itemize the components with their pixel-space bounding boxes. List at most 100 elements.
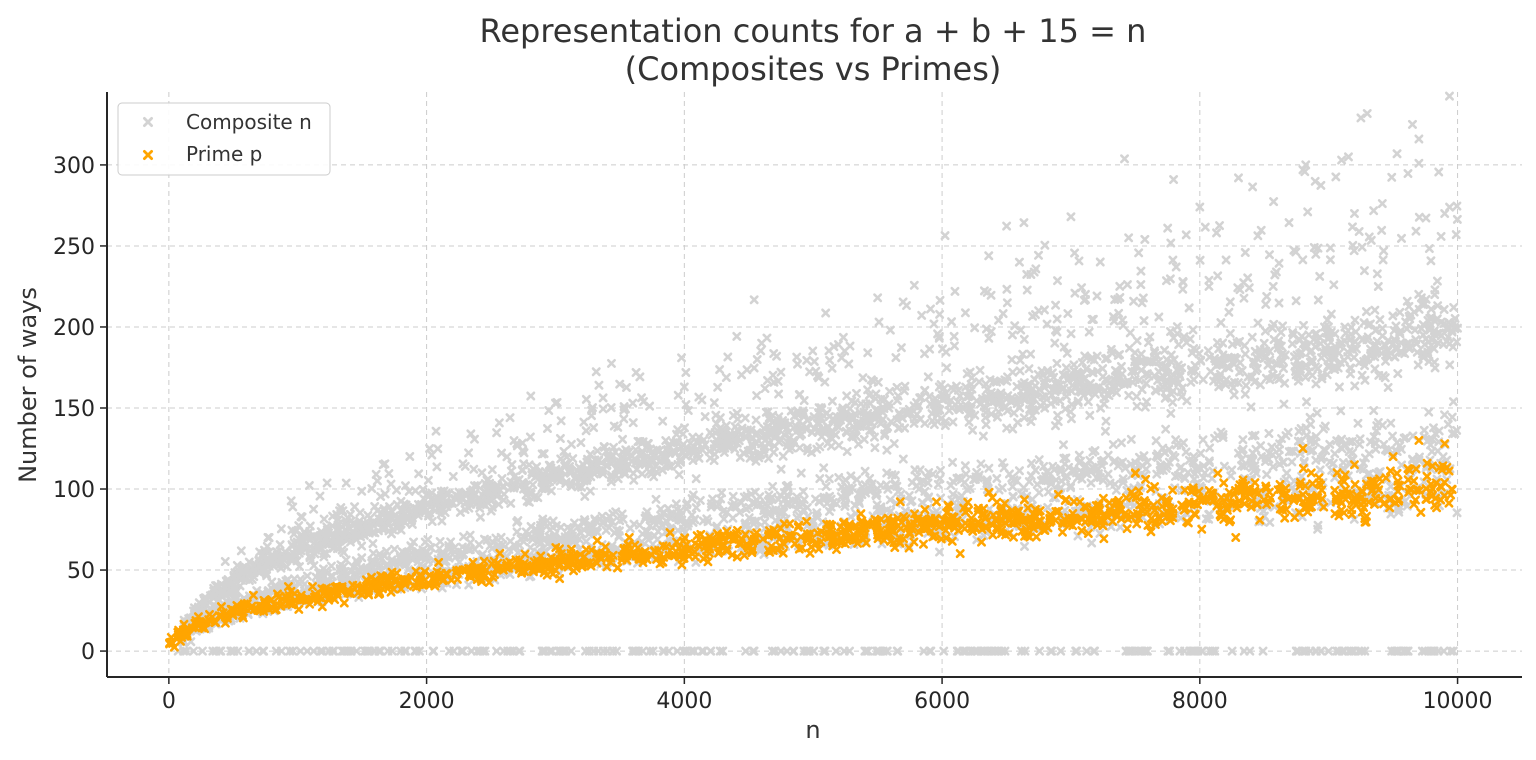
composite-point <box>1120 154 1130 164</box>
composite-point <box>593 646 603 656</box>
composite-point <box>799 396 809 406</box>
composite-point <box>1141 378 1151 388</box>
composite-point <box>1066 414 1076 424</box>
composite-point <box>1126 434 1136 444</box>
composite-point <box>834 473 844 483</box>
composite-point <box>1379 246 1389 256</box>
composite-point <box>882 646 892 656</box>
composite-point <box>1210 646 1220 656</box>
composite-point <box>1188 325 1198 335</box>
composite-point <box>728 491 738 501</box>
composite-point <box>752 391 762 401</box>
composite-point <box>329 646 339 656</box>
composite-point <box>715 365 725 375</box>
composite-point <box>1166 238 1176 248</box>
composite-point <box>1373 281 1383 291</box>
composite-point <box>1115 522 1125 532</box>
composite-point <box>980 646 990 656</box>
composite-point <box>1198 375 1208 385</box>
composite-point <box>1298 255 1308 265</box>
composite-point <box>512 527 522 537</box>
composite-point <box>435 537 445 547</box>
composite-point <box>1264 250 1274 260</box>
composite-point <box>1377 199 1387 209</box>
composite-point <box>819 463 829 473</box>
composite-point <box>350 502 360 512</box>
composite-point <box>889 439 899 449</box>
composite-point <box>1377 225 1387 235</box>
composite-point <box>554 646 564 656</box>
composite-point <box>1248 182 1258 192</box>
composite-point <box>621 382 631 392</box>
composite-point <box>1279 363 1289 373</box>
composite-point <box>1013 417 1023 427</box>
composite-point <box>1430 285 1440 295</box>
prime-point <box>1392 468 1402 478</box>
composite-point <box>1042 319 1052 329</box>
composite-point <box>976 459 986 469</box>
composite-point <box>1240 349 1250 359</box>
composite-point <box>383 646 393 656</box>
composite-point <box>1287 339 1297 349</box>
composite-point <box>1297 646 1307 656</box>
composite-point <box>772 351 782 361</box>
composite-point <box>309 504 319 514</box>
composite-point <box>252 646 262 656</box>
composite-point <box>1213 271 1223 281</box>
composite-point <box>1066 212 1076 222</box>
composite-point <box>760 384 770 394</box>
composite-point <box>756 346 766 356</box>
composite-point <box>1407 119 1417 129</box>
composite-point <box>519 459 529 469</box>
composite-point <box>1299 320 1309 330</box>
composite-point <box>368 548 378 558</box>
composite-point <box>1077 283 1087 293</box>
composite-point <box>1200 222 1210 232</box>
composite-point <box>580 491 590 501</box>
composite-point <box>1288 328 1298 338</box>
composite-point <box>1448 397 1458 407</box>
composite-point <box>1014 257 1024 267</box>
composite-point <box>990 646 1000 656</box>
prime-point <box>955 549 965 559</box>
composite-point <box>821 308 831 318</box>
composite-point <box>1388 311 1398 321</box>
composite-point <box>1229 390 1239 400</box>
composite-point <box>208 646 218 656</box>
composite-point <box>425 444 435 454</box>
composite-point <box>925 304 935 314</box>
composite-point <box>1238 435 1248 445</box>
composite-point <box>1274 451 1284 461</box>
composite-point <box>776 464 786 474</box>
data-points <box>165 91 1463 656</box>
composite-point <box>1132 336 1142 346</box>
composite-point <box>304 481 314 491</box>
composite-point <box>1095 257 1105 267</box>
composite-point <box>827 363 837 373</box>
composite-point <box>825 355 835 365</box>
composite-point <box>1336 406 1346 416</box>
composite-point <box>1171 435 1181 445</box>
composite-point <box>1347 222 1357 232</box>
composite-point <box>1061 363 1071 373</box>
composite-point <box>1206 367 1216 377</box>
composite-point <box>1233 173 1243 183</box>
composite-point <box>1035 646 1045 656</box>
composite-point <box>1052 358 1062 368</box>
composite-point <box>892 382 902 392</box>
composite-point <box>433 444 443 454</box>
composite-point <box>1447 412 1457 422</box>
composite-point <box>1337 155 1347 165</box>
composite-point <box>1414 212 1424 222</box>
composite-point <box>1117 315 1127 325</box>
composite-point <box>1274 298 1284 308</box>
composite-point <box>1189 375 1199 385</box>
composite-point <box>1129 296 1139 306</box>
composite-point <box>1449 302 1459 312</box>
composite-point <box>809 357 819 367</box>
composite-point <box>525 432 535 442</box>
composite-point <box>764 453 774 463</box>
composite-point <box>1346 646 1356 656</box>
composite-point <box>1388 431 1398 441</box>
composite-point <box>1221 255 1231 265</box>
